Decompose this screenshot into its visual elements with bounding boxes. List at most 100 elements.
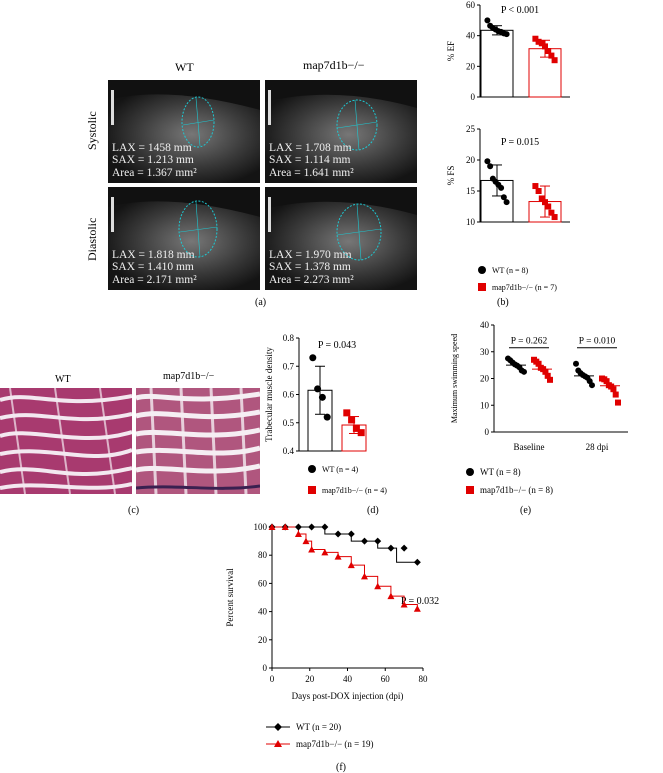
x-tick-label: Baseline (514, 442, 545, 452)
data-point-ko (294, 530, 302, 538)
data-point-ko (612, 391, 619, 398)
data-point-ko (532, 35, 539, 42)
x-tick-label: 80 (419, 674, 429, 684)
data-point-ko (348, 416, 356, 424)
legend-label-ko: map7d1b−/− (n = 8) (480, 485, 553, 495)
data-point-ko (535, 188, 542, 194)
data-point-wt (314, 385, 322, 393)
data-point-ko (535, 360, 542, 367)
y-axis-label: % FS (446, 166, 456, 186)
legend-label-wt: WT (n = 8) (480, 467, 521, 477)
data-point-wt (484, 17, 491, 24)
data-point-wt (387, 544, 395, 552)
data-point-ko (615, 399, 621, 406)
data-point-ko (544, 372, 551, 379)
data-point-wt (374, 537, 382, 545)
p-value: P < 0.001 (501, 5, 539, 16)
data-point-wt (347, 530, 355, 538)
y-tick-label: 20 (466, 155, 476, 165)
data-point-ko (400, 601, 408, 608)
histology-wt (0, 388, 132, 494)
data-point-ko (603, 378, 610, 385)
data-point-wt (309, 354, 317, 362)
y-tick-label: 20 (480, 374, 490, 384)
y-tick-label: 20 (258, 635, 268, 645)
legend-label-ko: map7d1b−/− (n = 19) (296, 739, 373, 749)
data-point-ko (268, 523, 276, 530)
panel-e-caption: (e) (520, 505, 532, 516)
data-point-wt (589, 382, 595, 389)
data-point-ko (542, 43, 548, 50)
data-point-ko (343, 409, 351, 417)
ultrasound-diastolic-wt: LAX = 1.818 mm SAX = 1.410 mm Area = 2.171… (108, 187, 260, 290)
data-point-ko (302, 537, 310, 545)
data-point-wt (413, 558, 421, 566)
measurements: LAX = 1.818 mm SAX = 1.410 mm Area = 2.171… (112, 248, 197, 286)
data-point-wt (294, 523, 302, 531)
data-point-ko (387, 592, 395, 600)
y-axis-label: Trabecular muscle density (264, 347, 274, 442)
y-tick-label: 25 (466, 124, 476, 134)
col-header-ko: map7d1b−/− (303, 58, 365, 72)
data-point-ko (548, 209, 555, 216)
data-point-ko (545, 48, 552, 54)
p-value: P = 0.032 (401, 596, 439, 607)
data-point-wt (487, 163, 494, 170)
y-tick-label: 60 (466, 0, 476, 10)
legend-marker-ko (308, 486, 316, 494)
panel-c-caption: (c) (128, 505, 140, 516)
data-point-ko (542, 199, 548, 206)
data-point-wt (400, 544, 408, 552)
legend-marker-wt (308, 465, 316, 473)
y-tick-label: 0 (471, 92, 476, 102)
y-tick-label: 100 (254, 522, 268, 532)
y-axis-label: % EF (446, 41, 456, 61)
data-point-ko (357, 429, 365, 437)
data-point-ko (548, 52, 555, 59)
y-tick-label: 0 (263, 663, 268, 673)
data-point-ko (538, 195, 545, 202)
data-point-ko (610, 386, 617, 393)
y-tick-label: 60 (258, 578, 268, 588)
data-point-wt (334, 530, 342, 538)
y-tick-label: 0.7 (283, 361, 295, 371)
p-value: P = 0.262 (511, 337, 548, 347)
legend-marker-ko (478, 283, 486, 291)
p-value: P = 0.015 (501, 137, 539, 148)
x-axis-label: Days post-DOX injection (dpi) (292, 691, 404, 701)
data-point-wt (503, 199, 510, 206)
x-tick-label: 60 (381, 674, 391, 684)
data-point-wt (498, 184, 505, 191)
data-point-wt (308, 523, 316, 531)
data-point-wt (521, 368, 527, 375)
data-point-wt (318, 393, 326, 401)
ultrasound-systolic-wt: LAX = 1458 mm SAX = 1.213 mm Area = 1.367 … (108, 80, 260, 183)
legend-label-wt: WT (n = 20) (296, 722, 341, 732)
data-point-ko (334, 553, 342, 560)
y-tick-label: 40 (480, 320, 490, 330)
data-point-wt (484, 158, 491, 165)
panel-f-caption: (f) (336, 762, 346, 773)
data-point-ko (545, 203, 552, 210)
data-point-ko (360, 572, 368, 580)
y-tick-label: 0.5 (283, 418, 295, 428)
data-point-ko (532, 183, 539, 190)
y-tick-label: 30 (480, 347, 490, 357)
data-point-wt (321, 523, 329, 531)
histo-header-wt: WT (55, 374, 71, 385)
data-point-ko (352, 424, 360, 432)
bar (480, 29, 514, 98)
y-tick-label: 0 (485, 427, 490, 437)
legend-label-ko: map7d1b−/− (n = 4) (322, 486, 387, 495)
measurements: LAX = 1.708 mm SAX = 1.114 mm Area = 1.641… (269, 141, 354, 179)
histo-header-ko: map7d1b−/− (163, 371, 215, 382)
data-point-ko (542, 368, 549, 375)
x-tick-label: 40 (343, 674, 353, 684)
series-line-ko (272, 526, 418, 609)
legend-label-wt: WT (n = 4) (322, 465, 358, 474)
legend-marker-wt (478, 266, 486, 274)
col-header-wt: WT (175, 60, 194, 74)
data-point-ko (547, 376, 553, 383)
panel-b-caption: (b) (497, 297, 509, 308)
data-point-wt (323, 413, 331, 421)
